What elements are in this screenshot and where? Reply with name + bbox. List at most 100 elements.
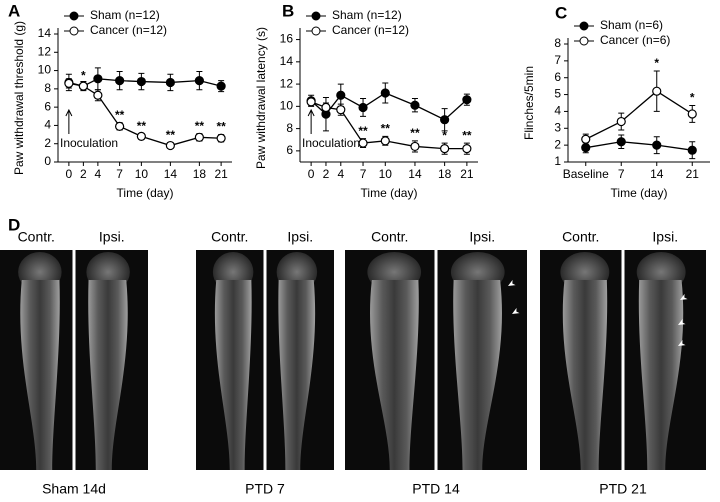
x-tick-label: 21 xyxy=(460,167,474,181)
significance: * xyxy=(654,56,659,70)
panel-label: A xyxy=(8,1,20,20)
y-tick-label: 12 xyxy=(38,44,52,58)
marker xyxy=(93,74,103,84)
y-tick-label: 8 xyxy=(44,81,51,95)
marker xyxy=(380,136,390,146)
y-tick-label: 10 xyxy=(38,63,52,77)
divider xyxy=(621,250,625,470)
marker xyxy=(687,145,697,155)
y-tick-label: 8 xyxy=(554,36,561,50)
y-tick-label: 5 xyxy=(554,87,561,101)
legend-marker xyxy=(579,36,589,46)
y-tick-label: 2 xyxy=(44,136,51,150)
caption: Sham 14d xyxy=(42,481,106,497)
marker xyxy=(380,88,390,98)
y-tick-label: 2 xyxy=(554,137,561,151)
caption: PTD 7 xyxy=(245,481,285,497)
y-tick-label: 4 xyxy=(44,118,51,132)
significance: ** xyxy=(381,122,391,136)
bone-shaft xyxy=(88,280,128,470)
significance: ** xyxy=(410,126,420,140)
y-tick-label: 6 xyxy=(44,99,51,113)
significance: ** xyxy=(462,128,472,142)
series-line xyxy=(585,141,693,151)
bone-shaft xyxy=(638,280,684,470)
divider xyxy=(434,250,438,470)
marker xyxy=(165,77,175,88)
marker xyxy=(165,140,175,151)
annotation: Inoculation xyxy=(302,136,360,150)
panel-label: B xyxy=(282,1,294,20)
view-label: Ipsi. xyxy=(469,229,495,245)
view-label: Contr. xyxy=(211,229,248,245)
y-tick-label: 0 xyxy=(44,154,51,168)
view-label: Contr. xyxy=(18,229,55,245)
y-tick-label: 1 xyxy=(554,154,561,168)
x-tick-label: 4 xyxy=(337,167,344,181)
marker xyxy=(462,95,472,105)
legend-marker xyxy=(311,11,321,21)
marker xyxy=(440,144,450,154)
marker xyxy=(321,102,331,113)
legend-label: Cancer (n=12) xyxy=(90,23,167,37)
marker xyxy=(136,76,146,87)
marker xyxy=(115,121,125,131)
bone-shaft xyxy=(278,280,316,470)
legend-marker xyxy=(69,26,79,36)
caption: PTD 14 xyxy=(412,481,460,497)
y-axis-label: Paw withdrawal threshold (g) xyxy=(12,21,26,175)
y-axis-label: Flinches/5min xyxy=(522,66,536,140)
marker xyxy=(93,90,103,100)
marker xyxy=(115,76,125,86)
x-tick-label: Baseline xyxy=(563,167,609,181)
legend-label: Cancer (n=12) xyxy=(332,23,409,37)
arrowhead xyxy=(512,307,520,314)
marker xyxy=(216,81,226,91)
arrowhead xyxy=(678,339,686,346)
y-tick-label: 8 xyxy=(286,121,293,135)
x-tick-label: 2 xyxy=(80,167,87,181)
divider xyxy=(72,250,76,470)
legend-marker xyxy=(311,26,321,36)
view-label: Ipsi. xyxy=(652,229,678,245)
x-axis-label: Time (day) xyxy=(611,186,668,200)
legend-label: Sham (n=12) xyxy=(332,8,402,22)
x-tick-label: 10 xyxy=(379,167,393,181)
y-tick-label: 10 xyxy=(280,99,294,113)
x-tick-label: 10 xyxy=(135,167,149,181)
significance: ** xyxy=(358,124,368,138)
marker xyxy=(440,115,450,125)
x-tick-label: 14 xyxy=(408,167,422,181)
x-tick-label: 7 xyxy=(116,167,123,181)
x-tick-label: 18 xyxy=(438,167,452,181)
x-tick-label: 14 xyxy=(164,167,178,181)
y-tick-label: 6 xyxy=(554,70,561,84)
marker xyxy=(687,109,697,119)
arrowhead xyxy=(678,318,686,325)
x-tick-label: 0 xyxy=(66,167,73,181)
marker xyxy=(410,141,420,152)
arrowhead xyxy=(680,293,688,300)
bone-shaft xyxy=(453,280,502,470)
y-tick-label: 7 xyxy=(554,53,561,67)
significance: * xyxy=(81,69,86,83)
series-line xyxy=(585,90,693,140)
significance: ** xyxy=(195,119,205,133)
x-tick-label: 4 xyxy=(95,167,102,181)
legend-label: Cancer (n=6) xyxy=(600,33,670,47)
x-tick-label: 14 xyxy=(650,167,664,181)
marker xyxy=(136,131,146,141)
y-tick-label: 3 xyxy=(554,120,561,134)
marker xyxy=(410,100,420,110)
significance: * xyxy=(690,91,695,105)
significance: ** xyxy=(216,120,226,134)
panel-label: C xyxy=(555,3,567,22)
y-tick-label: 14 xyxy=(38,26,52,40)
significance: * xyxy=(442,128,447,142)
x-tick-label: 21 xyxy=(214,167,228,181)
marker xyxy=(616,137,626,147)
x-tick-label: 7 xyxy=(618,167,625,181)
x-tick-label: 7 xyxy=(360,167,367,181)
marker xyxy=(462,144,472,154)
